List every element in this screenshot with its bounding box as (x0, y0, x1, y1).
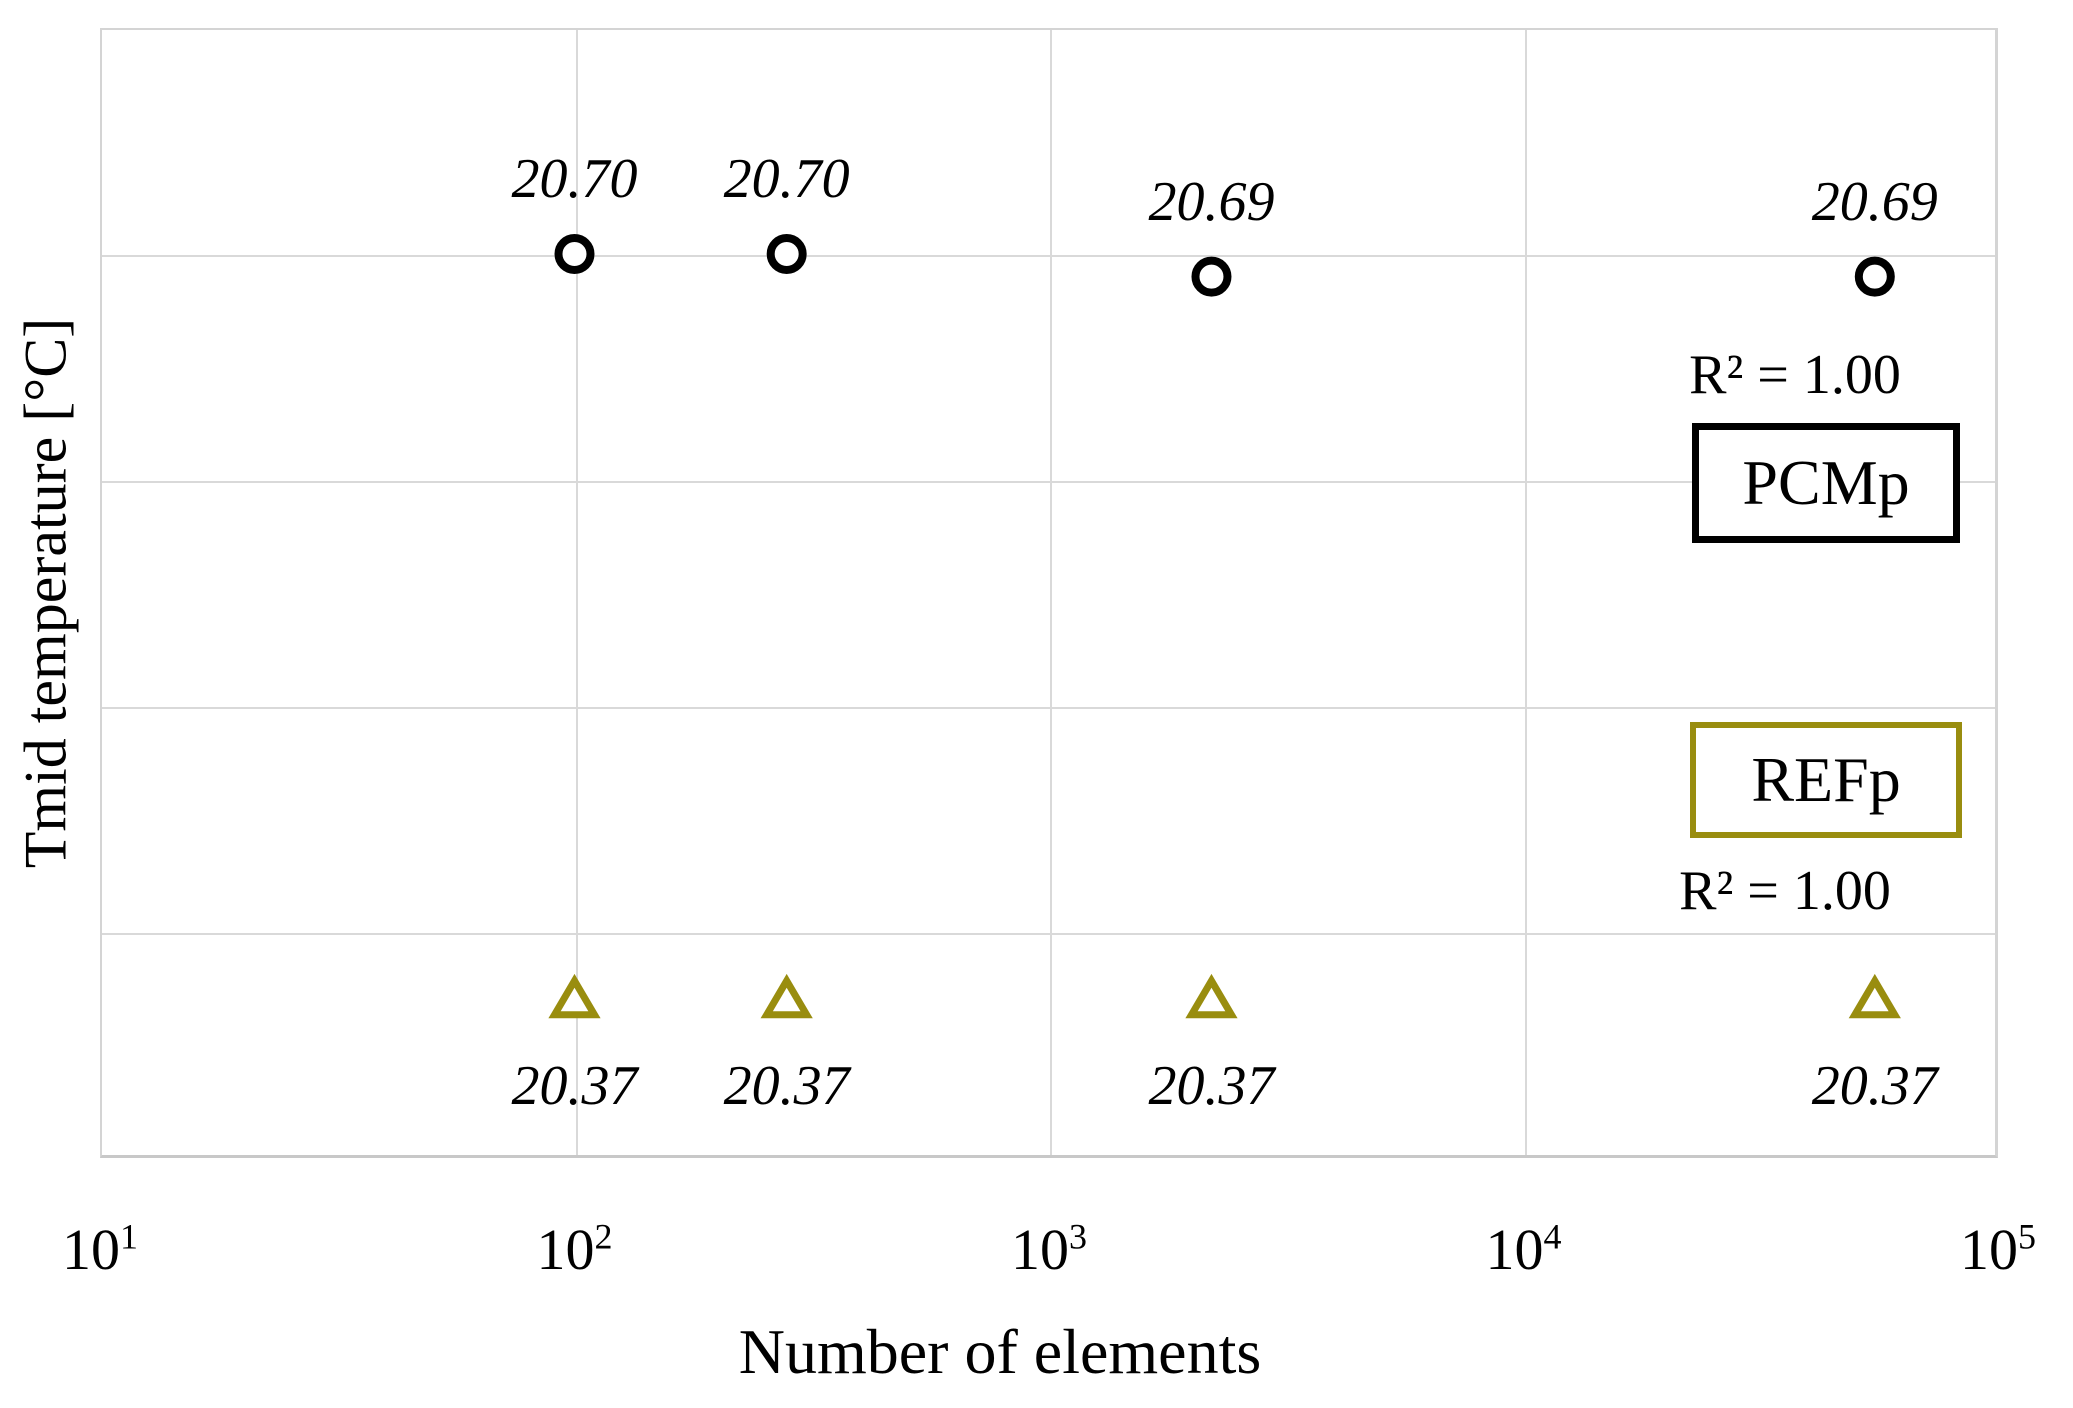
pcmp-point-label: 20.69 (1811, 170, 1938, 233)
x-axis-title: Number of elements (738, 1316, 1262, 1387)
pcmp-r-squared-annotation: R² = 1.00 (1689, 344, 1901, 406)
x-tick-label: 104 (1485, 1216, 1562, 1282)
pcmp-point-label: 20.70 (511, 148, 638, 210)
refp-point-label: 20.37 (511, 1054, 638, 1117)
refp-r-squared-annotation: R² = 1.00 (1679, 860, 1891, 922)
refp-point-label: 20.37 (723, 1054, 850, 1117)
x-tick-label: 102 (536, 1216, 613, 1282)
plot-area (100, 28, 1998, 1158)
y-gridline (102, 255, 1995, 257)
x-gridline (1524, 30, 1527, 1155)
x-tick-label: 105 (1960, 1216, 2036, 1282)
y-gridline (102, 933, 1995, 935)
x-tick-label: 101 (62, 1216, 138, 1282)
refp-point-label: 20.37 (1148, 1054, 1275, 1117)
legend-pcmp-label: PCMp (1742, 447, 1910, 518)
pcmp-point-label: 20.70 (723, 148, 850, 210)
y-axis-title: Tmid temperature [°C] (12, 317, 79, 869)
legend-refp-label: REFp (1751, 744, 1901, 815)
y-gridline (102, 481, 1995, 483)
legend-refp: REFp (1690, 722, 1962, 838)
y-gridline (102, 707, 1995, 709)
x-gridline (1050, 30, 1052, 1155)
x-gridline (575, 30, 578, 1155)
x-tick-label: 103 (1011, 1216, 1087, 1282)
legend-pcmp: PCMp (1692, 423, 1960, 543)
refp-point-label: 20.37 (1811, 1054, 1938, 1117)
pcmp-point-label: 20.69 (1148, 170, 1275, 233)
